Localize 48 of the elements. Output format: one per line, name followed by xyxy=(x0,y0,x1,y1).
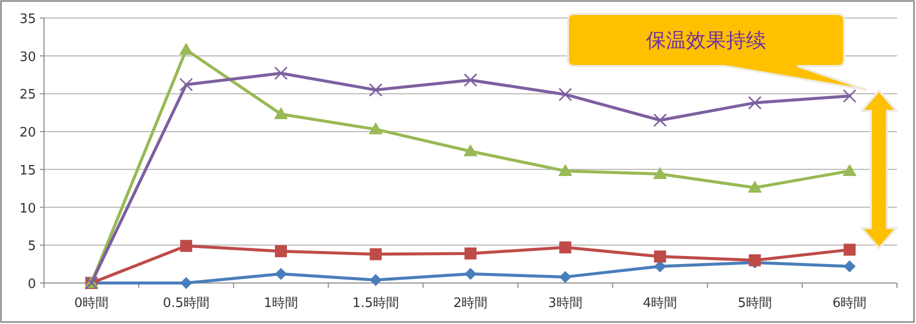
x-tick-label: 6時間 xyxy=(832,296,867,311)
point xyxy=(653,113,667,127)
point xyxy=(179,42,194,55)
point xyxy=(368,83,382,97)
point xyxy=(274,245,287,258)
point xyxy=(180,277,192,289)
point xyxy=(558,164,572,176)
x-tick-label: 5時間 xyxy=(738,296,772,311)
point xyxy=(274,66,288,80)
point xyxy=(370,248,382,260)
x-tick-label: 1.5時間 xyxy=(352,296,400,311)
point xyxy=(179,78,193,92)
point xyxy=(748,254,761,266)
y-tick-label: 35 xyxy=(19,12,36,27)
point xyxy=(559,241,572,254)
point xyxy=(558,88,572,102)
x-tick-label: 4時間 xyxy=(642,296,678,311)
x-tick-label: 2時間 xyxy=(453,296,488,311)
y-tick-label: 20 xyxy=(19,126,36,141)
point xyxy=(464,73,478,87)
point xyxy=(653,166,668,179)
point xyxy=(844,244,856,256)
point xyxy=(842,164,857,176)
x-tick-label: 1時間 xyxy=(264,296,298,311)
point xyxy=(654,250,666,262)
point xyxy=(464,247,476,260)
point xyxy=(274,268,287,280)
x-tick-label: 0時間 xyxy=(74,296,109,311)
x-tick-label: 3時間 xyxy=(548,296,582,311)
point xyxy=(748,180,762,193)
point xyxy=(844,260,856,272)
y-tick-label: 15 xyxy=(19,163,36,178)
point xyxy=(559,270,572,283)
point xyxy=(274,107,288,120)
annotation: 保温效果持续 xyxy=(646,28,766,52)
point xyxy=(464,144,478,156)
point xyxy=(842,89,856,103)
point xyxy=(370,274,382,286)
point xyxy=(368,122,383,134)
y-tick-label: 30 xyxy=(19,50,36,65)
point xyxy=(180,240,192,252)
y-tick-label: 10 xyxy=(19,201,36,216)
point xyxy=(748,96,762,110)
y-tick-label: 25 xyxy=(19,88,36,103)
point xyxy=(464,268,476,280)
y-tick-label: 5 xyxy=(28,239,36,254)
y-tick-label: 0 xyxy=(28,277,36,292)
x-tick-label: 0.5時間 xyxy=(162,296,210,311)
